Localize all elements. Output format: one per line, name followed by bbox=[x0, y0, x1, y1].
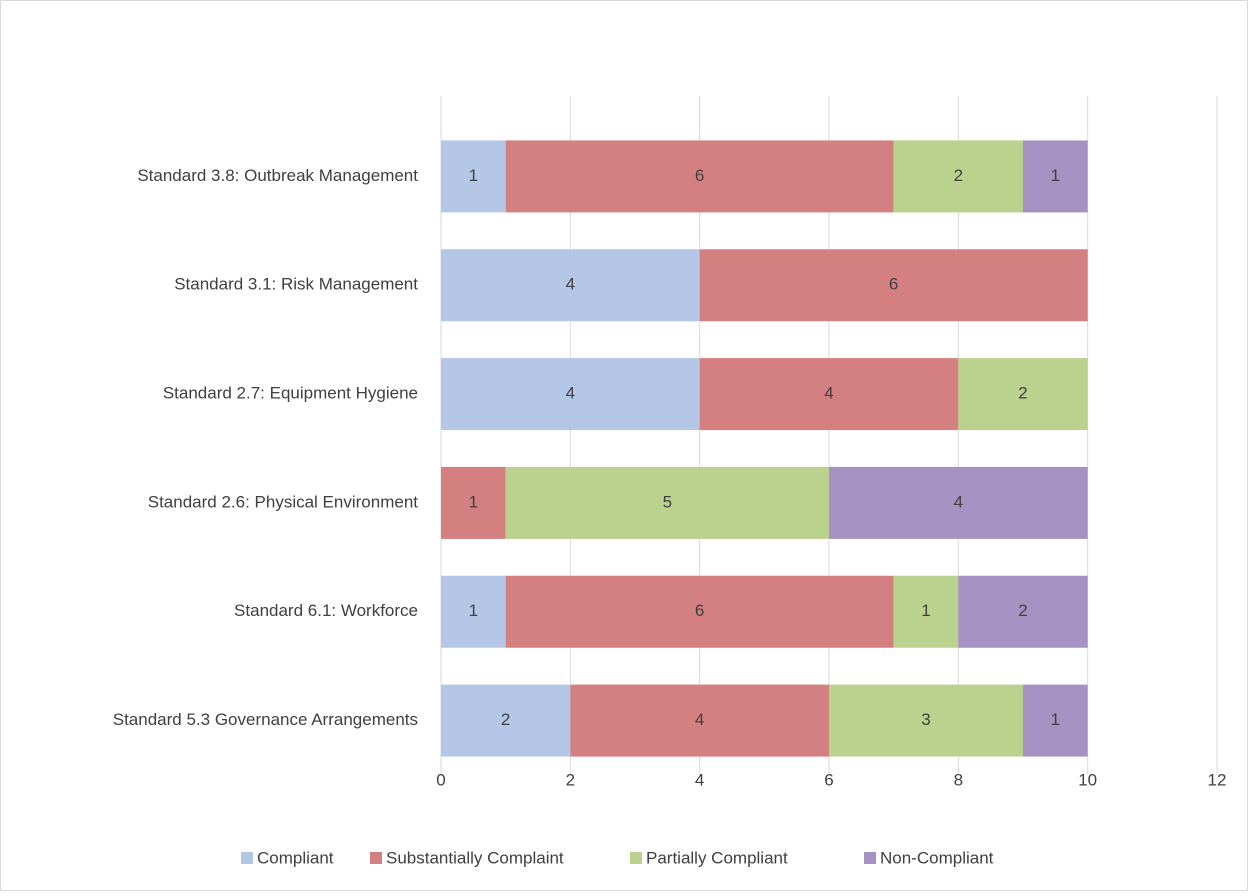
legend-swatch bbox=[864, 852, 876, 864]
bar-segment bbox=[570, 684, 829, 757]
bar-segment bbox=[893, 140, 1023, 213]
bar-segment bbox=[441, 358, 700, 431]
data-label: 5 bbox=[663, 492, 672, 511]
data-label: 4 bbox=[566, 275, 575, 294]
y-tick-label: Standard 6.1: Workforce bbox=[234, 601, 418, 620]
data-label: 4 bbox=[824, 384, 833, 403]
data-label: 4 bbox=[695, 710, 704, 729]
x-tick-label: 8 bbox=[954, 770, 963, 789]
legend-swatch bbox=[241, 852, 253, 864]
x-tick-label: 0 bbox=[436, 770, 445, 789]
data-label: 1 bbox=[469, 492, 478, 511]
bar-segment bbox=[441, 140, 506, 213]
bar-segment bbox=[505, 575, 894, 648]
legend-label: Compliant bbox=[257, 848, 334, 867]
bar-segment bbox=[1023, 140, 1088, 213]
bar-segment bbox=[441, 249, 700, 322]
x-tick-label: 6 bbox=[824, 770, 833, 789]
data-label: 1 bbox=[469, 601, 478, 620]
bar-segment bbox=[441, 466, 506, 539]
bar-segment bbox=[441, 684, 571, 757]
data-label: 6 bbox=[889, 275, 898, 294]
data-label: 4 bbox=[954, 492, 963, 511]
bar-segment bbox=[1023, 684, 1088, 757]
bar-segment bbox=[505, 140, 894, 213]
data-label: 1 bbox=[1051, 710, 1060, 729]
bar-segment bbox=[505, 466, 829, 539]
bar-segment bbox=[829, 684, 1023, 757]
data-label: 6 bbox=[695, 601, 704, 620]
bar-segment bbox=[441, 575, 506, 648]
data-label: 2 bbox=[1018, 384, 1027, 403]
bar-segment bbox=[958, 575, 1088, 648]
x-tick-label: 4 bbox=[695, 770, 704, 789]
legend-label: Non-Compliant bbox=[880, 848, 994, 867]
data-label: 2 bbox=[1018, 601, 1027, 620]
y-tick-label: Standard 3.1: Risk Management bbox=[174, 275, 418, 294]
x-tick-label: 12 bbox=[1208, 770, 1227, 789]
data-label: 1 bbox=[1051, 166, 1060, 185]
legend-swatch bbox=[370, 852, 382, 864]
bar-segment bbox=[699, 358, 959, 431]
y-tick-label: Standard 2.6: Physical Environment bbox=[148, 492, 419, 511]
data-label: 2 bbox=[954, 166, 963, 185]
legend-label: Substantially Complaint bbox=[386, 848, 564, 867]
y-tick-label: Standard 3.8: Outbreak Management bbox=[137, 166, 418, 185]
x-tick-label: 2 bbox=[566, 770, 575, 789]
legend-swatch bbox=[630, 852, 642, 864]
y-tick-label: Standard 2.7: Equipment Hygiene bbox=[163, 384, 418, 403]
data-label: 6 bbox=[695, 166, 704, 185]
data-label: 1 bbox=[469, 166, 478, 185]
y-tick-label: Standard 5.3 Governance Arrangements bbox=[113, 710, 418, 729]
bar-segment bbox=[958, 358, 1088, 431]
legend-label: Partially Compliant bbox=[646, 848, 788, 867]
data-label: 1 bbox=[921, 601, 930, 620]
data-label: 4 bbox=[566, 384, 575, 403]
x-tick-label: 10 bbox=[1078, 770, 1097, 789]
data-label: 3 bbox=[921, 710, 930, 729]
bar-segment bbox=[893, 575, 959, 648]
bar-segment bbox=[699, 249, 1088, 322]
data-label: 2 bbox=[501, 710, 510, 729]
bar-segment bbox=[829, 466, 1088, 539]
